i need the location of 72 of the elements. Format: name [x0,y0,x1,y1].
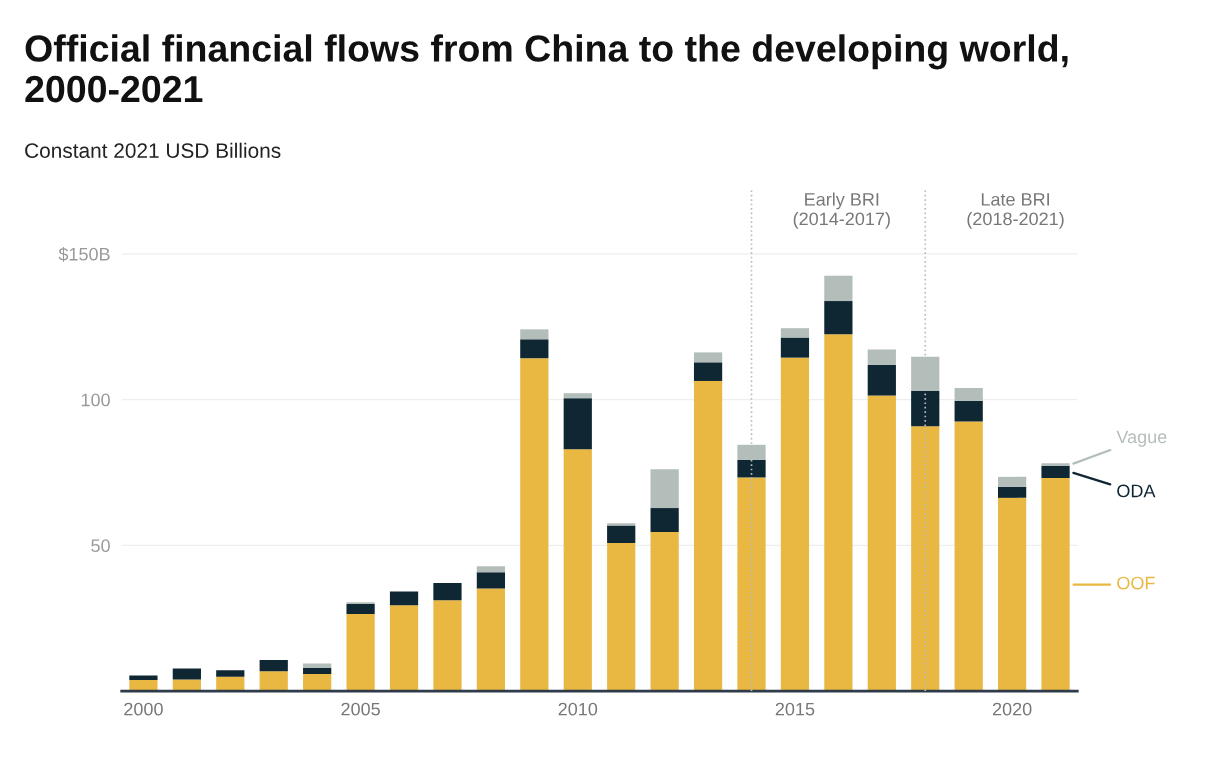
bar [520,329,549,340]
bar [476,588,506,692]
bar [216,676,245,692]
bar [433,600,462,692]
bar [607,543,636,692]
bar [867,395,896,692]
bar [520,358,549,692]
bar [303,663,332,668]
bar [911,426,940,692]
bar [650,469,679,509]
bar [780,337,810,358]
chart-subtitle: Constant 2021 USD Billions [25,142,281,158]
bar [259,671,288,692]
bar [780,328,810,338]
bar [737,477,766,692]
bar [911,390,940,427]
bar [259,659,288,672]
x-tick-label: 2005 [341,702,380,716]
bar [476,566,506,573]
bar [129,675,158,681]
bar [998,497,1027,692]
x-tick-label: 2000 [124,702,163,716]
bar [563,398,592,450]
bar [954,400,983,422]
bar [346,613,375,692]
bar [824,334,853,692]
legend-label: OOF [1117,576,1155,590]
bar [824,275,853,302]
bar [693,380,723,692]
bar [780,357,810,692]
bar [563,393,592,399]
bar [303,667,332,674]
bar [1041,463,1070,467]
bar [303,673,332,692]
bar [693,362,723,381]
bar [172,668,201,680]
bar [346,603,375,614]
bar [650,531,679,692]
bar [563,449,592,692]
bar [476,572,506,589]
bar [1041,466,1070,479]
x-tick-label: 2020 [992,702,1032,716]
text: Vague [1116,430,1167,447]
y-tick-label: $150B [58,247,110,262]
ref-line-label: Late BRI (2018-2021) [967,193,1064,229]
bar [867,349,896,365]
bar [129,680,158,692]
bar [824,301,853,335]
y-tick-label: 50 [91,539,110,553]
bar [389,605,419,692]
bar [998,476,1027,487]
bar [954,387,983,401]
bar [607,523,636,526]
bar [172,679,201,692]
bar [216,670,245,677]
bar [1041,478,1070,692]
bar [693,352,723,363]
bar [737,459,766,478]
bar [520,339,549,359]
bar [433,582,462,601]
bar [998,486,1027,498]
y-tick-label: 100 [81,393,110,407]
x-tick-label: 2015 [775,702,815,716]
bar [867,364,896,396]
bar [607,525,636,544]
ref-line-label: Early BRI (2014-2017) [793,192,890,229]
bar [389,591,419,606]
bar [954,421,983,692]
chart-title: Official financial flows from China to the developing world, 2000-2021 [25,34,1068,103]
x-tick-label: 2010 [558,702,598,716]
bar [650,508,679,532]
legend-label: ODA [1117,484,1156,498]
